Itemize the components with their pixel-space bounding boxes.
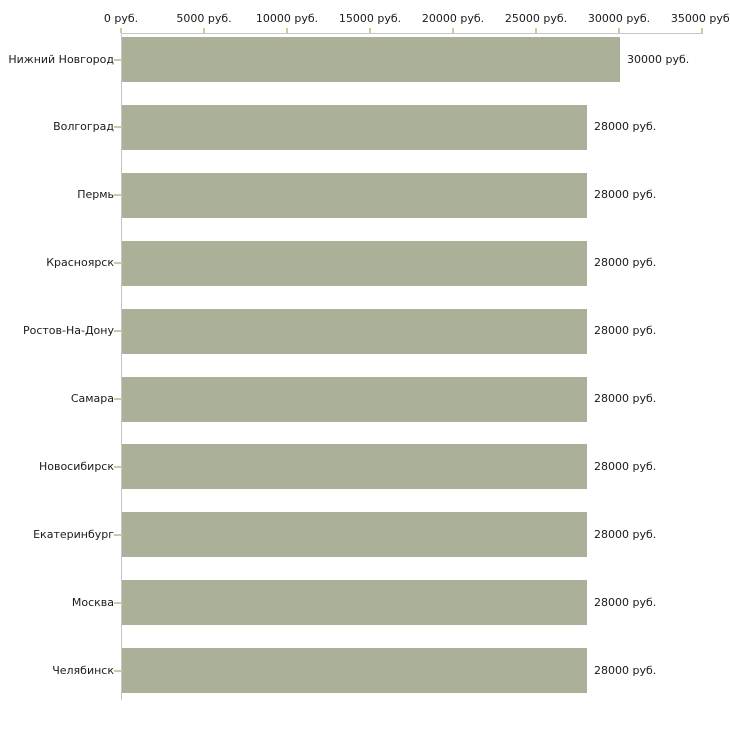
bar [122, 377, 587, 422]
x-axis-tick-mark [618, 28, 620, 33]
x-axis-tick-label: 0 руб. [103, 12, 139, 25]
category-tick-mark [114, 194, 121, 196]
x-axis-tick-mark [701, 28, 703, 33]
bar-value-label: 28000 руб. [594, 120, 657, 133]
x-axis-tick-mark [120, 28, 122, 33]
category-label: Новосибирск [38, 460, 114, 473]
category-tick-mark [114, 466, 121, 468]
bar [122, 173, 587, 218]
category-label: Пермь [77, 188, 114, 201]
category-tick-mark [114, 534, 121, 536]
category-label: Ростов-На-Дону [22, 324, 114, 337]
bar-value-label: 28000 руб. [594, 528, 657, 541]
category-tick-mark [114, 262, 121, 264]
x-axis-tick-mark [369, 28, 371, 33]
category-tick-mark [114, 126, 121, 128]
x-axis-tick-mark [286, 28, 288, 33]
bar [122, 37, 620, 82]
bar-value-label: 28000 руб. [594, 392, 657, 405]
bar [122, 309, 587, 354]
bar [122, 105, 587, 150]
category-label: Нижний Новгород [8, 53, 114, 66]
x-axis-tick-mark [535, 28, 537, 33]
x-axis-tick-mark [203, 28, 205, 33]
category-label: Красноярск [46, 256, 114, 269]
category-label: Москва [71, 596, 114, 609]
bar-value-label: 28000 руб. [594, 324, 657, 337]
bar [122, 648, 587, 693]
x-axis-tick-label: 35000 руб. [670, 12, 730, 25]
bar-value-label: 30000 руб. [627, 53, 690, 66]
x-axis-tick-label: 15000 руб. [338, 12, 402, 25]
x-axis-tick-label: 20000 руб. [421, 12, 485, 25]
bar [122, 444, 587, 489]
category-tick-mark [114, 59, 121, 61]
x-axis-tick-label: 30000 руб. [587, 12, 651, 25]
bar-value-label: 28000 руб. [594, 664, 657, 677]
bar-value-label: 28000 руб. [594, 460, 657, 473]
category-label: Волгоград [53, 120, 114, 133]
x-axis-line [121, 33, 703, 34]
category-tick-mark [114, 670, 121, 672]
y-axis-line [121, 33, 122, 700]
category-tick-mark [114, 330, 121, 332]
x-axis-tick-label: 25000 руб. [504, 12, 568, 25]
x-axis-tick-mark [452, 28, 454, 33]
bar-value-label: 28000 руб. [594, 256, 657, 269]
category-tick-mark [114, 398, 121, 400]
bar-value-label: 28000 руб. [594, 596, 657, 609]
category-tick-mark [114, 602, 121, 604]
category-label: Екатеринбург [33, 528, 114, 541]
category-label: Самара [70, 392, 114, 405]
bar [122, 580, 587, 625]
bar [122, 241, 587, 286]
bar-value-label: 28000 руб. [594, 188, 657, 201]
x-axis-tick-label: 5000 руб. [176, 12, 232, 25]
bar [122, 512, 587, 557]
category-label: Челябинск [52, 664, 114, 677]
x-axis-tick-label: 10000 руб. [255, 12, 319, 25]
